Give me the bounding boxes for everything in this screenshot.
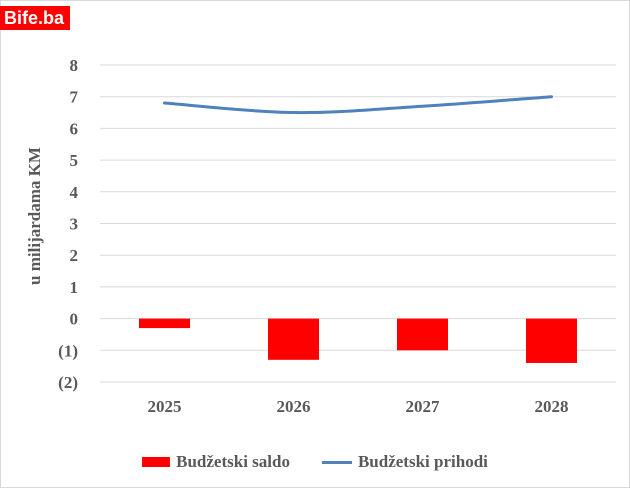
bar-2027	[397, 318, 448, 351]
legend-item-saldo: Budžetski saldo	[142, 452, 290, 472]
legend-label-prihodi: Budžetski prihodi	[357, 452, 488, 471]
bar-2026	[268, 318, 319, 360]
x-tick-labels: 2025 2026 2027 2028	[148, 397, 569, 416]
y-tick-label: 4	[70, 183, 79, 202]
x-tick-label: 2027	[406, 397, 441, 416]
legend-swatch-line	[321, 460, 352, 464]
x-tick-label: 2026	[277, 397, 311, 416]
legend-label-saldo: Budžetski saldo	[176, 452, 290, 471]
line-series	[163, 95, 553, 115]
legend-swatch-bar	[142, 457, 171, 467]
line-prihodi	[163, 95, 553, 115]
bar-series	[139, 318, 577, 363]
y-tick-label: 0	[70, 310, 79, 329]
x-tick-label: 2028	[535, 397, 569, 416]
bar-2025	[139, 318, 190, 329]
legend: Budžetski saldo Budžetski prihodi	[0, 452, 630, 472]
y-tick-label: 2	[70, 246, 79, 265]
y-tick-label: 5	[70, 151, 79, 170]
y-axis-label: u milijardama KM	[25, 147, 44, 285]
y-tick-labels: (2) (1) 0 1 2 3 4 5 6 7 8	[58, 56, 78, 392]
y-tick-label: 7	[70, 88, 79, 107]
y-tick-label: 1	[70, 278, 79, 297]
legend-item-prihodi: Budžetski prihodi	[321, 452, 488, 472]
y-tick-label: (1)	[58, 341, 78, 360]
x-tick-label: 2025	[148, 397, 182, 416]
gridlines	[100, 64, 616, 383]
y-tick-label: 3	[70, 215, 79, 234]
brand-logo: Bife.ba	[0, 6, 71, 30]
bar-2028	[526, 318, 577, 363]
y-tick-label: (2)	[58, 373, 78, 392]
y-tick-label: 8	[70, 56, 79, 75]
y-tick-label: 6	[70, 119, 79, 138]
